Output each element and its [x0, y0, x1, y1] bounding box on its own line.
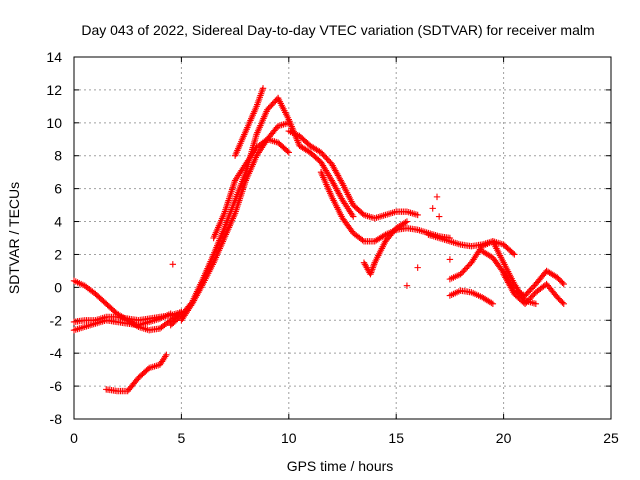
- data-point-marker: [457, 271, 464, 278]
- data-point-marker: [268, 102, 275, 109]
- data-point-marker: [320, 152, 327, 159]
- data-point-marker: [458, 269, 466, 276]
- data-point-marker: [325, 157, 333, 165]
- chart-title: Day 043 of 2022, Sidereal Day-to-day VTE…: [81, 22, 594, 38]
- series-track-h: [285, 127, 421, 222]
- data-point-marker: [488, 299, 495, 307]
- data-point-marker: [429, 205, 436, 212]
- x-tick-label: 15: [388, 430, 404, 446]
- axis-ticks: 0 5 10 15 20 25 -8 -6 -4 -2 0 2 4 6 8 10 12 14: [46, 49, 619, 446]
- data-point-marker: [523, 299, 530, 306]
- x-tick-label: 5: [178, 430, 186, 446]
- data-point-marker: [527, 286, 534, 294]
- series-track-q: [500, 271, 567, 308]
- y-tick-label: -2: [50, 312, 63, 328]
- data-point-marker: [414, 211, 421, 219]
- data-point-marker: [529, 291, 537, 299]
- series-track-c: [70, 308, 185, 326]
- series-track-f: [274, 94, 357, 220]
- data-point-marker: [524, 289, 531, 296]
- data-point-marker: [559, 279, 566, 286]
- data-point-marker: [259, 85, 267, 92]
- data-point-marker: [462, 265, 470, 272]
- y-tick-label: 4: [54, 214, 62, 230]
- data-point-marker: [435, 213, 443, 220]
- series-outliers: [169, 193, 454, 289]
- data-point-marker: [524, 297, 531, 305]
- plot-frame: [73, 56, 612, 420]
- x-axis-label: GPS time / hours: [287, 458, 394, 474]
- data-point-marker: [272, 97, 279, 105]
- data-point-marker: [270, 99, 278, 106]
- y-tick-label: 8: [54, 148, 62, 164]
- y-axis-label: SDTVAR / TECUs: [6, 182, 22, 294]
- data-point-marker: [511, 251, 518, 258]
- y-tick-label: -8: [50, 411, 63, 427]
- data-point-marker: [509, 250, 517, 257]
- data-point-marker: [461, 266, 468, 274]
- data-point-marker: [285, 149, 292, 156]
- data-point-marker: [528, 293, 535, 300]
- x-tick-label: 20: [496, 430, 512, 446]
- data-point-marker: [414, 264, 421, 271]
- data-point-marker: [402, 219, 409, 226]
- data-point-marker: [489, 300, 497, 308]
- data-point-marker: [350, 213, 357, 220]
- data-point-marker: [359, 236, 366, 244]
- data-point-marker: [321, 153, 329, 160]
- series-track-l: [360, 218, 411, 278]
- data-point-marker: [403, 282, 411, 289]
- data-point-marker: [323, 154, 330, 162]
- data-point-marker: [521, 292, 529, 299]
- y-tick-label: 0: [54, 279, 62, 295]
- y-tick-label: 10: [46, 115, 62, 131]
- data-point-marker: [465, 262, 472, 269]
- data-point-marker: [460, 268, 467, 275]
- data-point-marker: [380, 232, 388, 239]
- data-point-marker: [560, 300, 567, 308]
- data-point-marker: [521, 300, 529, 308]
- data-point-marker: [269, 100, 276, 108]
- y-tick-label: -4: [50, 345, 63, 361]
- series-track-o: [446, 287, 497, 308]
- x-tick-label: 0: [70, 430, 78, 446]
- data-point-marker: [317, 149, 325, 156]
- data-point-marker: [324, 156, 331, 163]
- series-track-d: [103, 351, 170, 395]
- data-point-marker: [523, 290, 530, 298]
- data-point-marker: [319, 150, 326, 158]
- data-point-marker: [284, 148, 291, 155]
- data-point-marker: [525, 288, 533, 295]
- series-track-j: [231, 85, 267, 159]
- data-point-marker: [529, 283, 537, 291]
- y-tick-label: 6: [54, 181, 62, 197]
- y-tick-label: 12: [46, 82, 62, 98]
- data-point-marker: [446, 256, 454, 263]
- data-point-marker: [527, 294, 534, 302]
- x-tick-label: 10: [281, 430, 297, 446]
- data-point-marker: [169, 261, 177, 268]
- data-point-marker: [528, 285, 535, 292]
- data-point-marker: [560, 280, 567, 288]
- data-point-marker: [403, 218, 411, 225]
- data-point-marker: [285, 119, 292, 127]
- data-point-marker: [265, 105, 272, 112]
- data-point-marker: [266, 103, 274, 110]
- y-tick-label: 2: [54, 246, 62, 262]
- data-point-marker: [163, 351, 170, 359]
- data-point-marker: [559, 299, 566, 306]
- series-track-i: [210, 136, 292, 242]
- series-track-g: [178, 119, 292, 324]
- data-point-marker: [464, 263, 471, 271]
- data-marks: [70, 85, 567, 395]
- y-tick-label: 14: [46, 49, 62, 65]
- y-tick-label: -6: [50, 378, 63, 394]
- data-point-marker: [525, 296, 533, 303]
- data-point-marker: [264, 106, 271, 113]
- data-point-marker: [433, 193, 441, 201]
- data-point-marker: [532, 300, 540, 308]
- x-tick-label: 25: [603, 430, 619, 446]
